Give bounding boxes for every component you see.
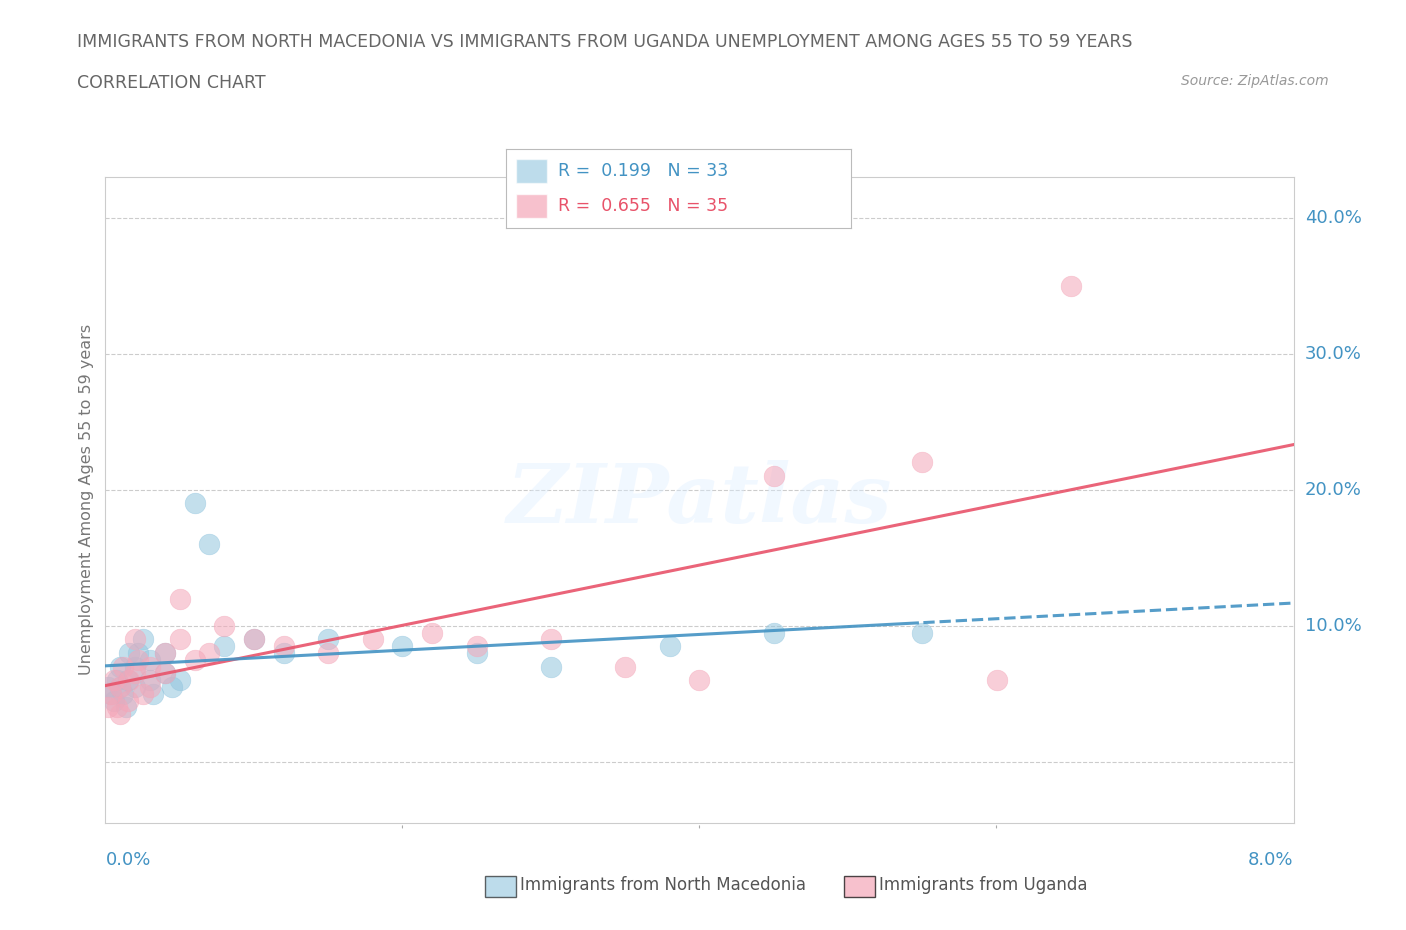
Point — [762, 625, 785, 640]
Text: 8.0%: 8.0% — [1249, 851, 1294, 869]
Point — [103, 672, 125, 687]
Point — [118, 672, 141, 687]
Point — [273, 645, 295, 660]
Point — [689, 672, 711, 687]
Text: 20.0%: 20.0% — [1305, 481, 1361, 498]
Text: 0.0%: 0.0% — [105, 851, 150, 869]
Point — [658, 639, 681, 654]
Text: Immigrants from Uganda: Immigrants from Uganda — [879, 876, 1087, 895]
Text: 10.0%: 10.0% — [1305, 617, 1361, 635]
Point — [198, 645, 221, 660]
Point — [1060, 278, 1083, 293]
Text: Source: ZipAtlas.com: Source: ZipAtlas.com — [1181, 74, 1329, 88]
Point — [316, 645, 339, 660]
Point — [142, 686, 165, 701]
Point — [243, 631, 266, 646]
Point — [124, 666, 146, 681]
Point — [117, 693, 139, 708]
Point — [169, 672, 191, 687]
Point — [124, 680, 146, 695]
Point — [103, 693, 125, 708]
Point — [153, 666, 176, 681]
Text: CORRELATION CHART: CORRELATION CHART — [77, 74, 266, 92]
Point — [153, 645, 176, 660]
Bar — [516, 159, 547, 183]
Point — [153, 666, 176, 681]
Text: R =  0.199   N = 33: R = 0.199 N = 33 — [558, 162, 728, 179]
Point — [124, 659, 146, 674]
Point — [110, 680, 132, 695]
Point — [986, 672, 1008, 687]
Text: 30.0%: 30.0% — [1305, 345, 1361, 363]
Point — [139, 659, 162, 674]
Point — [97, 700, 120, 715]
Point — [124, 631, 146, 646]
Point — [911, 455, 934, 470]
Point — [465, 645, 488, 660]
Text: R =  0.655   N = 35: R = 0.655 N = 35 — [558, 197, 728, 215]
Point — [614, 659, 637, 674]
Point — [97, 680, 120, 695]
Point — [100, 686, 122, 701]
Bar — [516, 193, 547, 218]
Point — [243, 631, 266, 646]
Point — [139, 680, 162, 695]
Point — [118, 645, 141, 660]
Point — [105, 672, 128, 687]
Point — [316, 631, 339, 646]
Point — [273, 639, 295, 654]
Point — [127, 645, 149, 660]
Point — [540, 631, 562, 646]
Point — [115, 700, 138, 715]
Point — [169, 591, 191, 606]
Point — [183, 652, 205, 667]
Point — [183, 496, 205, 511]
Point — [762, 469, 785, 484]
Point — [105, 700, 128, 715]
Point — [198, 537, 221, 551]
Point — [911, 625, 934, 640]
Text: 40.0%: 40.0% — [1305, 208, 1361, 227]
Point — [214, 618, 236, 633]
Y-axis label: Unemployment Among Ages 55 to 59 years: Unemployment Among Ages 55 to 59 years — [79, 325, 94, 675]
Point — [127, 652, 149, 667]
Point — [112, 659, 135, 674]
Point — [110, 680, 132, 695]
Point — [540, 659, 562, 674]
Point — [361, 631, 384, 646]
Point — [100, 686, 122, 701]
Point — [214, 639, 236, 654]
Text: ZIPatlas: ZIPatlas — [506, 459, 893, 540]
Text: Immigrants from North Macedonia: Immigrants from North Macedonia — [520, 876, 806, 895]
Point — [391, 639, 413, 654]
Point — [169, 631, 191, 646]
Point — [139, 652, 162, 667]
Point — [131, 686, 153, 701]
Point — [131, 631, 153, 646]
Text: IMMIGRANTS FROM NORTH MACEDONIA VS IMMIGRANTS FROM UGANDA UNEMPLOYMENT AMONG AGE: IMMIGRANTS FROM NORTH MACEDONIA VS IMMIG… — [77, 33, 1133, 50]
Point — [139, 672, 162, 687]
Point — [117, 672, 139, 687]
Point — [110, 659, 132, 674]
Point — [110, 707, 132, 722]
Point — [420, 625, 443, 640]
Point — [153, 645, 176, 660]
Point — [465, 639, 488, 654]
Point — [162, 680, 184, 695]
Point — [112, 686, 135, 701]
